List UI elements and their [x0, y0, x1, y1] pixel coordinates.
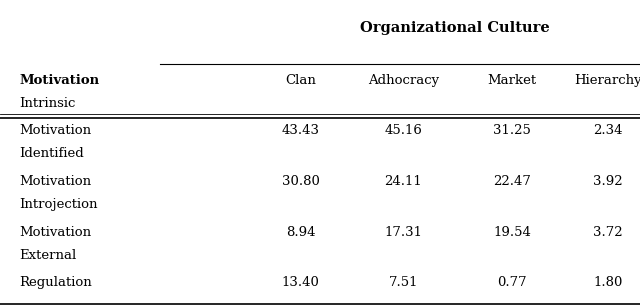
Text: 19.54: 19.54: [493, 226, 531, 239]
Text: 17.31: 17.31: [384, 226, 422, 239]
Text: 30.80: 30.80: [282, 175, 320, 188]
Text: 7.51: 7.51: [388, 276, 418, 289]
Text: 22.47: 22.47: [493, 175, 531, 188]
Text: Motivation: Motivation: [19, 175, 92, 188]
Text: External: External: [19, 249, 76, 262]
Text: 45.16: 45.16: [384, 124, 422, 137]
Text: Clan: Clan: [285, 74, 316, 87]
Text: Introjection: Introjection: [19, 198, 98, 211]
Text: Regulation: Regulation: [19, 276, 92, 289]
Text: 43.43: 43.43: [282, 124, 320, 137]
Text: 0.77: 0.77: [497, 276, 527, 289]
Text: Adhocracy: Adhocracy: [367, 74, 439, 87]
Text: Organizational Culture: Organizational Culture: [360, 21, 549, 36]
Text: Hierarchy: Hierarchy: [574, 74, 640, 87]
Text: 24.11: 24.11: [385, 175, 422, 188]
Text: 31.25: 31.25: [493, 124, 531, 137]
Text: 8.94: 8.94: [286, 226, 316, 239]
Text: Motivation: Motivation: [19, 74, 99, 87]
Text: 3.92: 3.92: [593, 175, 623, 188]
Text: Intrinsic: Intrinsic: [19, 97, 76, 110]
Text: Motivation: Motivation: [19, 226, 92, 239]
Text: 13.40: 13.40: [282, 276, 320, 289]
Text: Identified: Identified: [19, 147, 84, 160]
Text: Market: Market: [488, 74, 536, 87]
Text: 1.80: 1.80: [593, 276, 623, 289]
Text: 2.34: 2.34: [593, 124, 623, 137]
Text: Motivation: Motivation: [19, 124, 92, 137]
Text: 3.72: 3.72: [593, 226, 623, 239]
